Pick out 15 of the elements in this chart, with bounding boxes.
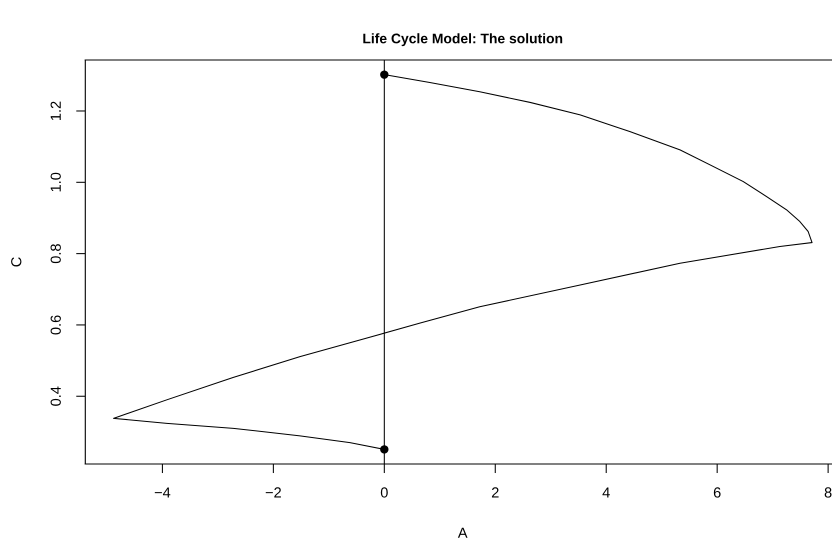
y-tick-label: 1.2 (50, 102, 61, 120)
x-tick-label: −4 (154, 487, 170, 498)
y-tick-label: 0.4 (50, 386, 61, 406)
x-tick-label: 4 (602, 487, 610, 498)
x-axis-title: A (458, 528, 468, 538)
x-tick-label: −2 (266, 487, 281, 498)
x-tick-label: 2 (492, 487, 499, 498)
x-tick-label: 0 (380, 487, 388, 498)
x-tick-label: 8 (824, 487, 832, 498)
y-axis-title: C (11, 257, 22, 267)
y-tick-label: 0.6 (50, 315, 61, 334)
x-tick-label: 6 (714, 487, 721, 498)
y-tick-label: 0.8 (50, 244, 61, 264)
y-tick-label: 1.0 (50, 172, 61, 192)
chart-title: Life Cycle Model: The solution (363, 33, 562, 46)
